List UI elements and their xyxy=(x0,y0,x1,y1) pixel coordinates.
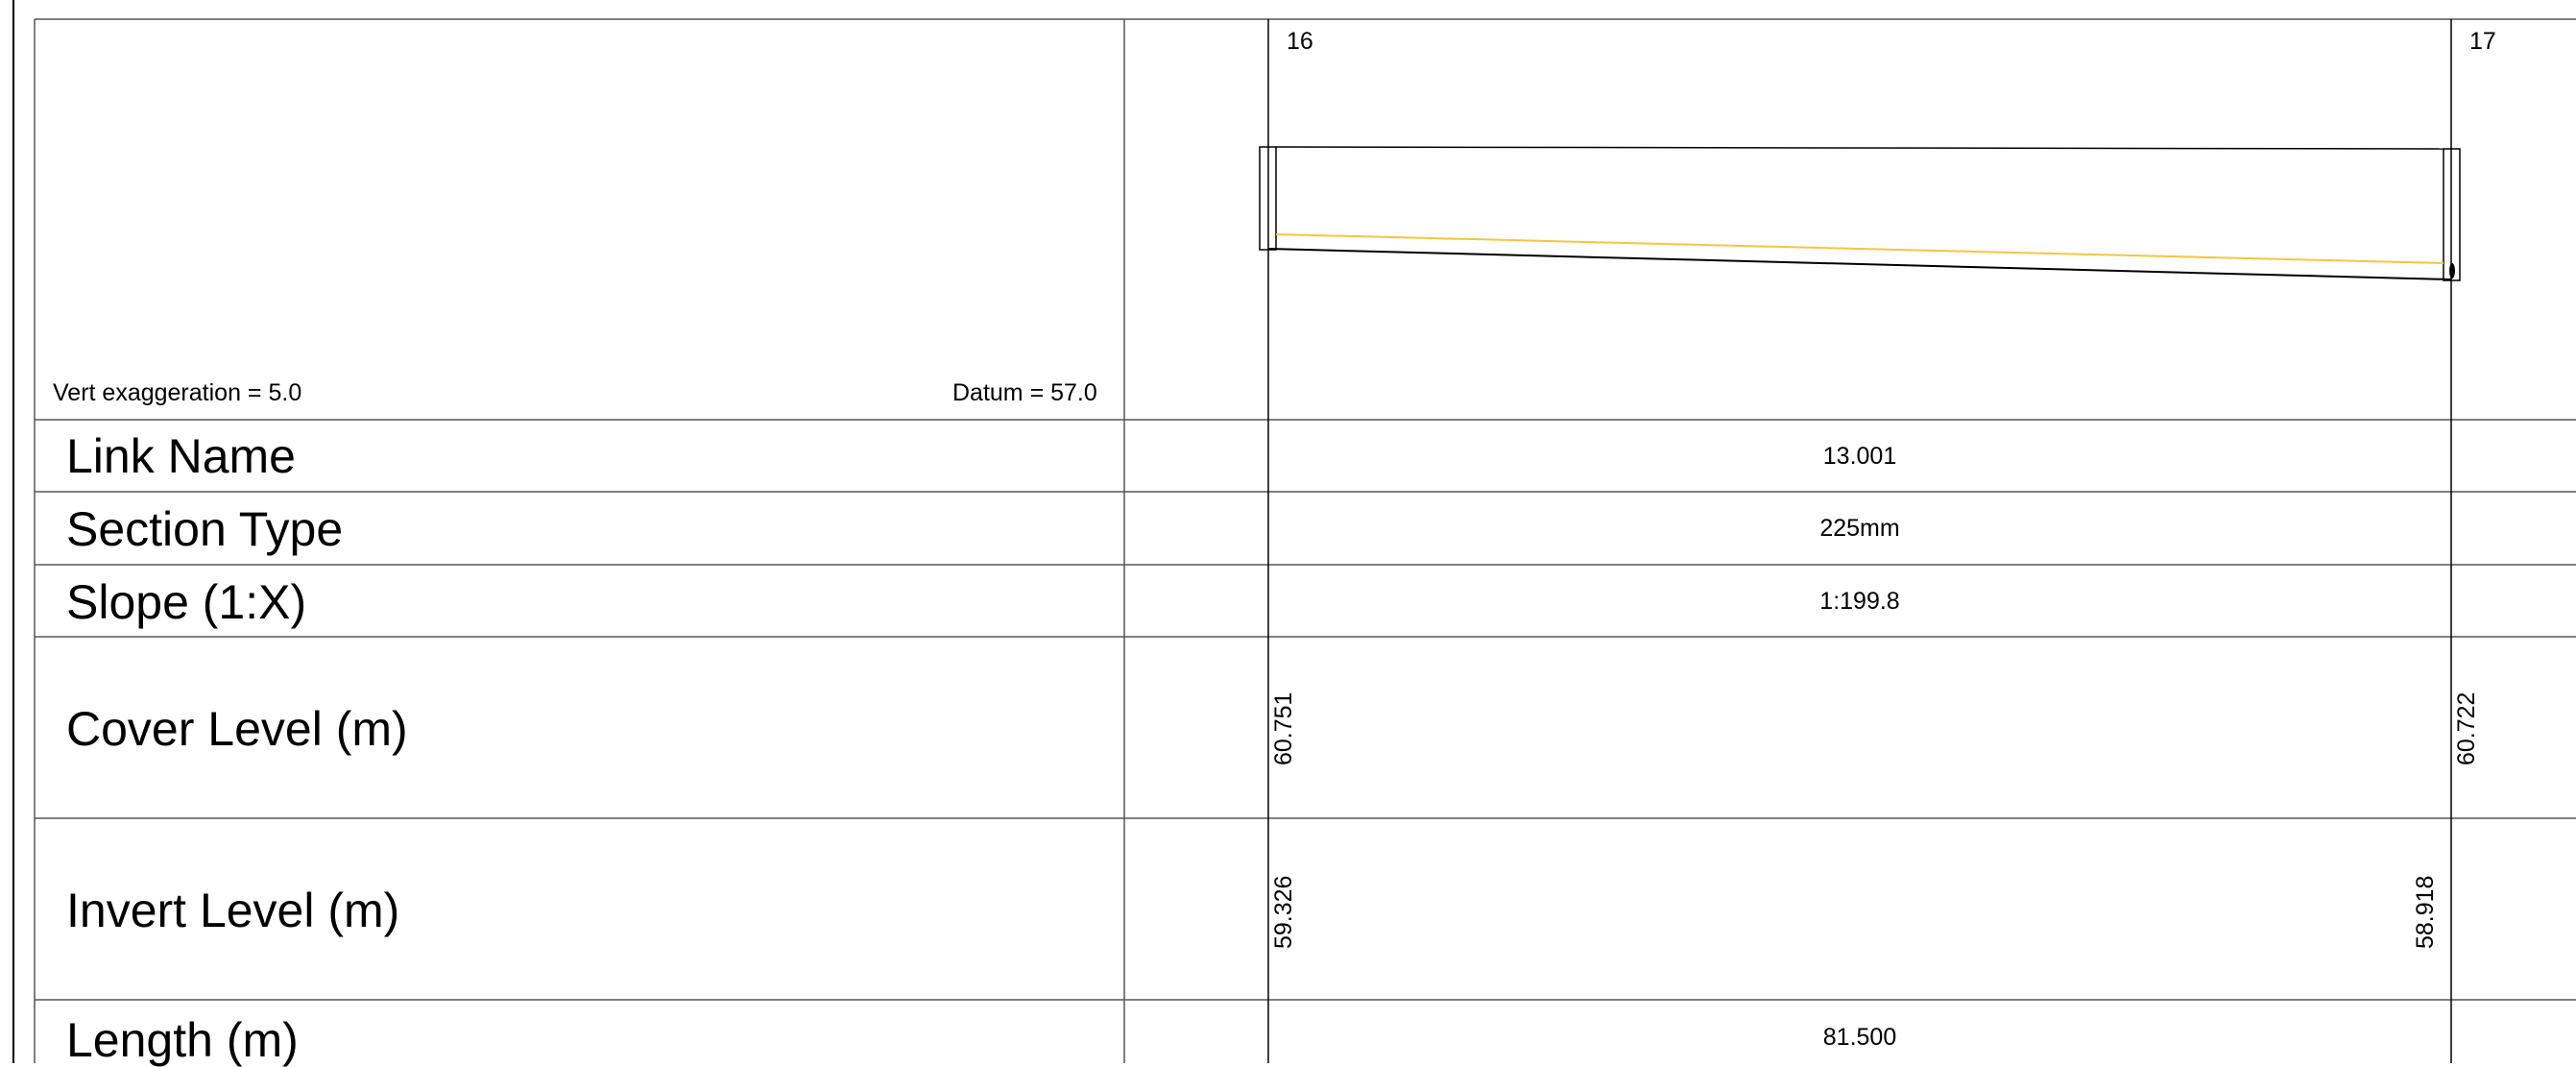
water-level-line xyxy=(1275,233,2444,264)
cover-level-node-17: 60.722 xyxy=(2453,691,2480,765)
row-label-length: Length (m) xyxy=(66,1013,299,1067)
table-grid xyxy=(34,18,2576,1063)
node-name-16: 16 xyxy=(1287,28,1313,55)
link-name-value: 13.001 xyxy=(1822,443,1897,470)
row-label-section-type: Section Type xyxy=(66,502,344,556)
invert-level-node-16: 59.326 xyxy=(1270,875,1297,949)
pipe-crown xyxy=(1275,146,2444,150)
slope-value: 1:199.8 xyxy=(1819,588,1900,615)
section-type-value: 225mm xyxy=(1819,515,1900,542)
row-label-cover-level: Cover Level (m) xyxy=(66,702,408,756)
invert-level-node-17: 58.918 xyxy=(2412,875,2439,949)
datum-label: Datum = 57.0 xyxy=(952,379,1097,406)
vert-exaggeration-label: Vert exaggeration = 5.0 xyxy=(53,379,302,406)
cover-level-node-16: 60.751 xyxy=(1270,691,1297,765)
row-label-invert-level: Invert Level (m) xyxy=(66,884,400,937)
flow-marker xyxy=(2449,263,2455,279)
row-label-link-name: Link Name xyxy=(66,429,296,483)
row-label-slope: Slope (1:X) xyxy=(66,575,307,629)
node-name-17: 17 xyxy=(2469,28,2496,55)
length-value: 81.500 xyxy=(1822,1024,1897,1051)
manhole-16 xyxy=(1259,146,1277,251)
manhole-17 xyxy=(2443,148,2461,281)
pipe-invert xyxy=(1267,248,2452,280)
